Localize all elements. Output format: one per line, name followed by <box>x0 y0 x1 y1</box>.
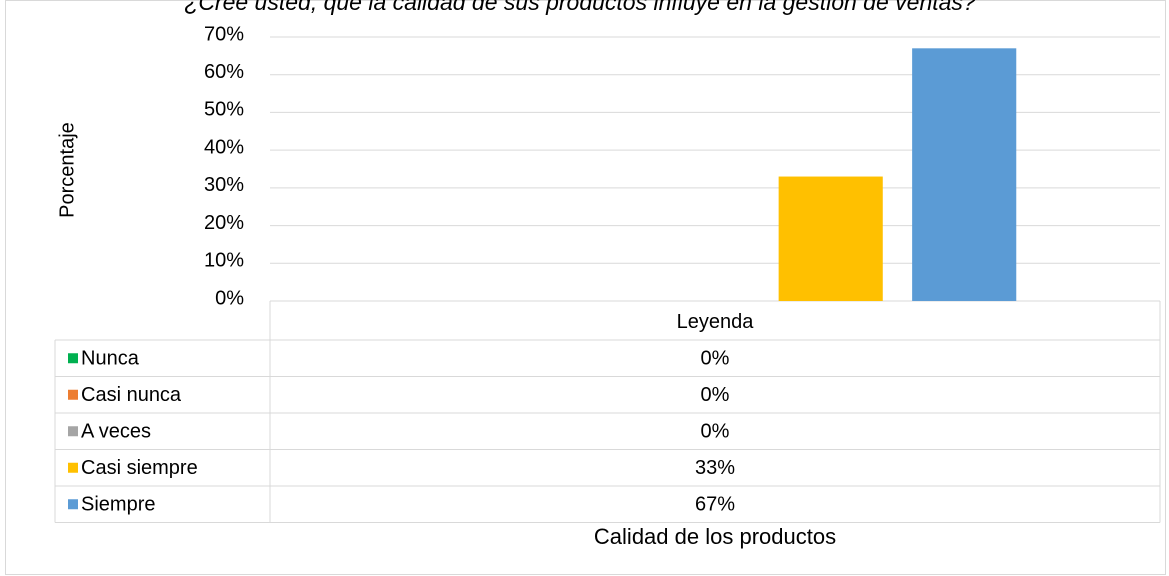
y-tick-label: 30% <box>204 174 244 196</box>
x-tick-label: Leyenda <box>677 311 755 333</box>
y-tick-label: 10% <box>204 250 244 272</box>
legend-label: A veces <box>81 421 151 443</box>
x-axis-label: Calidad de los productos <box>594 524 836 549</box>
legend-label: Siempre <box>81 494 155 516</box>
legend-swatch <box>68 389 78 400</box>
data-label: 0% <box>701 348 730 370</box>
bar <box>912 48 1017 301</box>
data-label: 67% <box>695 494 735 516</box>
legend-label: Casi nunca <box>81 384 182 406</box>
legend-swatch <box>68 499 78 510</box>
y-tick-label: 0% <box>215 287 244 309</box>
chart-title: ¿Cree usted, que la calidad de sus produ… <box>184 0 976 15</box>
y-tick-label: 40% <box>204 136 244 158</box>
data-label: 33% <box>695 457 735 479</box>
legend-swatch <box>68 426 78 437</box>
legend-swatch <box>68 353 78 364</box>
data-label: 0% <box>701 421 730 443</box>
y-tick-label: 70% <box>204 23 244 45</box>
legend-label: Nunca <box>81 348 140 370</box>
data-label: 0% <box>701 384 730 406</box>
legend-label: Casi siempre <box>81 457 198 479</box>
bar <box>778 176 883 301</box>
y-tick-label: 50% <box>204 99 244 121</box>
y-axis-label: Porcentaje <box>56 122 78 218</box>
legend-swatch <box>68 462 78 473</box>
y-tick-label: 60% <box>204 61 244 83</box>
y-tick-label: 20% <box>204 212 244 234</box>
